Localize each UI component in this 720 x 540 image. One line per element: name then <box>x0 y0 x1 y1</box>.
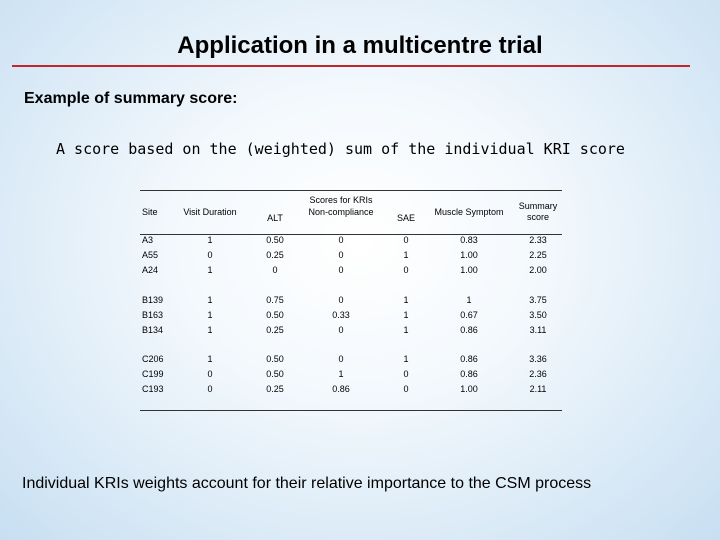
score-cell: 2.36 <box>529 369 547 379</box>
score-cell: 2.11 <box>529 384 547 394</box>
score-cell: 0.50 <box>266 310 284 320</box>
score-cell: 1 <box>207 295 213 305</box>
score-cell: 0.50 <box>266 354 284 364</box>
score-cell: 1 <box>207 265 213 275</box>
score-cell: 1.00 <box>460 250 478 260</box>
score-cell: 3.36 <box>529 354 547 364</box>
score-cell: 0.86 <box>460 325 478 335</box>
score-cell: 0.86 <box>460 354 478 364</box>
score-cell: 0 <box>207 369 213 379</box>
score-cell: 0 <box>207 384 213 394</box>
site-cell: B134 <box>142 325 164 335</box>
site-cell: C199 <box>142 369 164 379</box>
slide-subtitle: Example of summary score: <box>24 90 238 107</box>
score-cell: 3.75 <box>529 295 547 305</box>
score-cell: 0.67 <box>460 310 478 320</box>
score-cell: 2.33 <box>529 235 547 245</box>
score-cell: 0 <box>403 265 409 275</box>
score-cell: 0.50 <box>266 235 284 245</box>
score-cell: 1 <box>207 325 213 335</box>
score-cell: 0.86 <box>332 384 350 394</box>
column-header-3: Non-compliance <box>308 207 374 217</box>
column-header-0: Site <box>142 207 158 217</box>
score-cell: 1 <box>466 295 472 305</box>
title-underline <box>12 65 690 67</box>
score-cell: 0 <box>403 235 409 245</box>
score-cell: 1 <box>403 295 409 305</box>
column-header-5: Muscle Symptom <box>434 207 504 217</box>
score-cell: 0.50 <box>266 369 284 379</box>
header-divider <box>140 234 562 235</box>
score-cell: 0 <box>272 265 278 275</box>
score-cell: 0.86 <box>460 369 478 379</box>
score-description: A score based on the (weighted) sum of t… <box>56 140 625 158</box>
kri-score-table: Scores for KRIs Site Visit Duration ALT Non-… <box>140 190 562 411</box>
score-cell: 0 <box>338 250 344 260</box>
site-cell: A3 <box>142 235 154 245</box>
column-header-4: SAE <box>396 213 415 223</box>
score-cell: 1 <box>207 354 213 364</box>
score-cell: 0.33 <box>332 310 350 320</box>
score-cell: 0.25 <box>266 384 284 394</box>
slide-footer: Individual KRIs weights account for thei… <box>22 475 592 492</box>
score-cell: 0.75 <box>266 295 284 305</box>
score-cell: 0 <box>338 354 344 364</box>
group-header-scores-for-kris: Scores for KRIs <box>309 195 373 205</box>
score-cell: 0 <box>338 295 344 305</box>
score-cell: 0.25 <box>266 325 284 335</box>
score-cell: 1 <box>403 354 409 364</box>
site-cell: C206 <box>142 354 164 364</box>
score-cell: 1 <box>403 250 409 260</box>
score-cell: 3.11 <box>529 325 547 335</box>
site-cell: B139 <box>142 295 164 305</box>
score-cell: 0 <box>207 250 213 260</box>
score-cell: 1 <box>207 235 213 245</box>
score-cell: 1.00 <box>460 384 478 394</box>
column-header-2: ALT <box>267 213 283 223</box>
site-cell: A24 <box>142 265 159 275</box>
site-cell: C193 <box>142 384 164 394</box>
score-cell: 0.83 <box>460 235 478 245</box>
score-cell: 0 <box>338 325 344 335</box>
score-cell: 0 <box>338 235 344 245</box>
score-cell: 3.50 <box>529 310 547 320</box>
score-cell: 1 <box>338 369 344 379</box>
site-cell: A55 <box>142 250 159 260</box>
score-cell: 0 <box>403 384 409 394</box>
score-cell: 0.25 <box>266 250 284 260</box>
slide-title: Application in a multicentre trial <box>177 32 543 59</box>
column-header-6: Summary score <box>518 201 558 222</box>
column-header-1: Visit Duration <box>183 207 237 217</box>
score-cell: 1.00 <box>460 265 478 275</box>
score-cell: 0 <box>403 369 409 379</box>
score-cell: 1 <box>207 310 213 320</box>
score-cell: 0 <box>338 265 344 275</box>
score-cell: 2.00 <box>529 265 547 275</box>
score-cell: 1 <box>403 325 409 335</box>
site-cell: B163 <box>142 310 164 320</box>
score-cell: 1 <box>403 310 409 320</box>
score-cell: 2.25 <box>529 250 547 260</box>
